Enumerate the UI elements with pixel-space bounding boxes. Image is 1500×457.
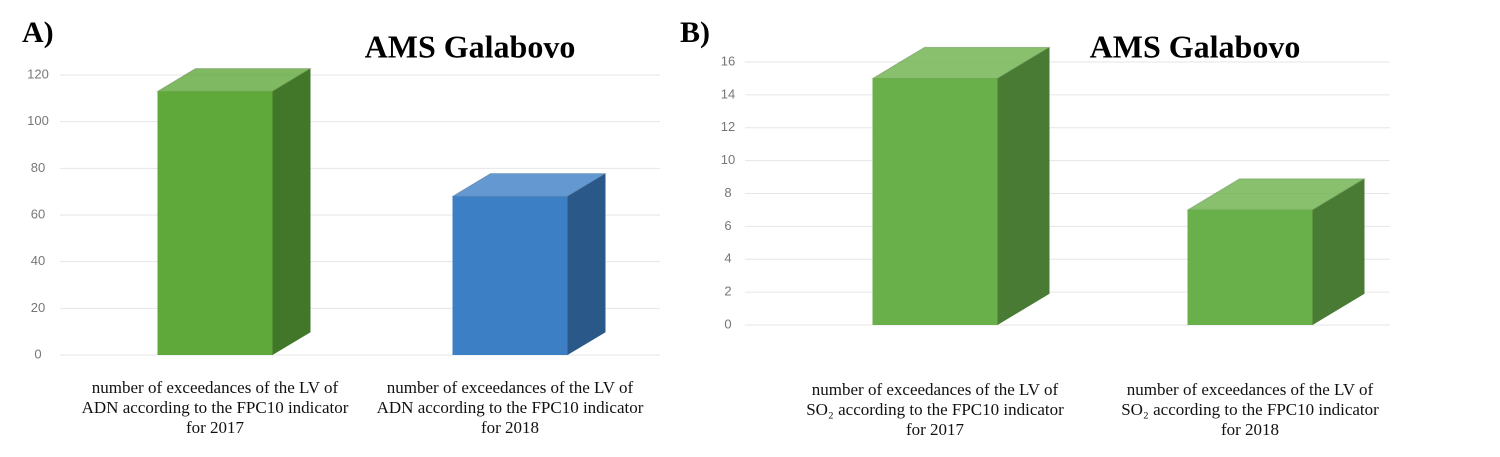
bar [1187,209,1313,325]
y-tick-label: 16 [721,53,735,68]
y-tick-label: 60 [31,206,45,221]
y-tick-label: 40 [31,253,45,268]
y-tick-label: 12 [721,119,735,134]
x-tick-label: number of exceedances of the LV of ADN a… [376,378,644,437]
y-tick-label: 20 [31,300,45,315]
y-tick-label: 80 [31,160,45,175]
y-tick-label: 6 [724,218,731,233]
bar-side-face [567,173,606,355]
chart-title: AMS Galabovo [1090,28,1301,64]
y-tick-label: 8 [724,185,731,200]
bar-side-face [272,68,311,356]
y-tick-label: 120 [27,66,49,81]
bar [452,196,568,355]
chart-title: AMS Galabovo [365,28,576,64]
y-tick-label: 100 [27,113,49,128]
bar [872,78,998,325]
bar-side-face [997,47,1050,326]
y-tick-label: 14 [721,86,735,101]
y-tick-label: 10 [721,152,735,167]
y-tick-label: 0 [724,316,731,331]
bar-side-face [1312,178,1365,325]
x-tick-label: number of exceedances of the LV of SO₂ a… [806,380,1064,439]
panel-label: A) [22,16,54,49]
y-tick-label: 0 [34,346,41,361]
x-tick-label: number of exceedances of the LV of ADN a… [81,378,349,437]
panel-label: B) [680,16,710,49]
y-tick-label: 2 [724,284,731,299]
y-tick-label: 4 [724,251,731,266]
bar [157,91,273,355]
x-tick-label: number of exceedances of the LV of SO₂ a… [1121,380,1379,439]
